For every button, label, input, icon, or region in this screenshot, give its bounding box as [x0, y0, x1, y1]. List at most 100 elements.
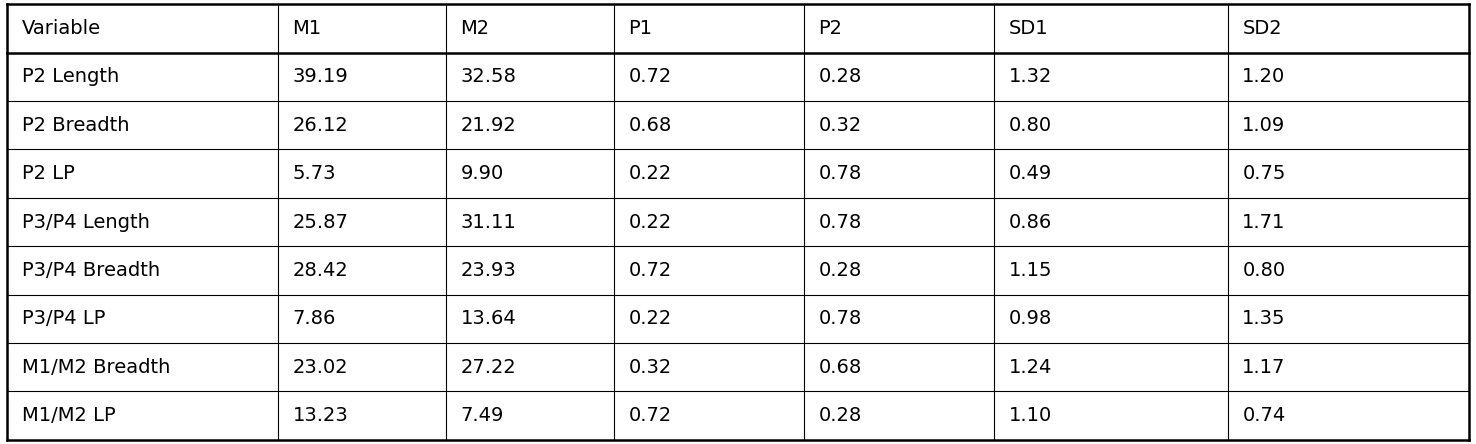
Bar — [446, 246, 614, 294]
Bar — [614, 246, 804, 294]
Text: 0.68: 0.68 — [629, 116, 672, 135]
Bar — [277, 150, 446, 198]
Text: 0.80: 0.80 — [1008, 116, 1051, 135]
Text: Variable: Variable — [22, 19, 102, 38]
Text: M2: M2 — [461, 19, 490, 38]
Text: 25.87: 25.87 — [292, 213, 348, 231]
Text: 13.64: 13.64 — [461, 309, 517, 328]
Text: 1.32: 1.32 — [1008, 67, 1052, 87]
Text: P2 Breadth: P2 Breadth — [22, 116, 130, 135]
Bar — [446, 53, 614, 101]
Bar — [277, 391, 446, 440]
Text: 23.02: 23.02 — [292, 357, 348, 377]
Bar — [804, 343, 993, 391]
Bar — [993, 391, 1228, 440]
Text: P2 Length: P2 Length — [22, 67, 120, 87]
Bar — [614, 198, 804, 246]
Text: 1.71: 1.71 — [1243, 213, 1286, 231]
Bar — [7, 246, 277, 294]
Text: 1.35: 1.35 — [1243, 309, 1286, 328]
Bar — [1228, 101, 1469, 150]
Bar — [614, 53, 804, 101]
Text: 9.90: 9.90 — [461, 164, 503, 183]
Bar — [804, 101, 993, 150]
Text: 0.98: 0.98 — [1008, 309, 1052, 328]
Text: 1.09: 1.09 — [1243, 116, 1286, 135]
Bar — [446, 343, 614, 391]
Text: 0.28: 0.28 — [819, 406, 862, 425]
Text: 1.10: 1.10 — [1008, 406, 1052, 425]
Bar — [277, 198, 446, 246]
Text: 21.92: 21.92 — [461, 116, 517, 135]
Bar — [277, 4, 446, 53]
Bar — [7, 4, 277, 53]
Text: 0.75: 0.75 — [1243, 164, 1286, 183]
Text: 1.15: 1.15 — [1008, 261, 1052, 280]
Bar — [7, 343, 277, 391]
Bar — [993, 150, 1228, 198]
Bar — [804, 391, 993, 440]
Bar — [804, 53, 993, 101]
Bar — [804, 150, 993, 198]
Text: 13.23: 13.23 — [292, 406, 348, 425]
Text: 0.78: 0.78 — [819, 309, 862, 328]
Text: P2 LP: P2 LP — [22, 164, 75, 183]
Bar — [993, 343, 1228, 391]
Bar — [1228, 391, 1469, 440]
Bar — [614, 101, 804, 150]
Bar — [7, 391, 277, 440]
Text: 0.28: 0.28 — [819, 261, 862, 280]
Text: 27.22: 27.22 — [461, 357, 517, 377]
Bar — [446, 198, 614, 246]
Bar — [804, 246, 993, 294]
Text: P3/P4 LP: P3/P4 LP — [22, 309, 105, 328]
Text: 1.24: 1.24 — [1008, 357, 1052, 377]
Text: 0.72: 0.72 — [629, 406, 672, 425]
Bar — [993, 198, 1228, 246]
Text: 32.58: 32.58 — [461, 67, 517, 87]
Bar — [277, 246, 446, 294]
Bar — [804, 4, 993, 53]
Bar — [804, 198, 993, 246]
Text: 0.22: 0.22 — [629, 164, 672, 183]
Text: 0.22: 0.22 — [629, 213, 672, 231]
Text: M1/M2 LP: M1/M2 LP — [22, 406, 115, 425]
Text: 0.32: 0.32 — [629, 357, 672, 377]
Text: SD2: SD2 — [1243, 19, 1281, 38]
Bar — [614, 391, 804, 440]
Bar — [1228, 294, 1469, 343]
Text: 0.78: 0.78 — [819, 164, 862, 183]
Bar — [614, 150, 804, 198]
Text: 0.86: 0.86 — [1008, 213, 1052, 231]
Bar — [614, 4, 804, 53]
Bar — [7, 101, 277, 150]
Text: P2: P2 — [819, 19, 843, 38]
Text: 1.20: 1.20 — [1243, 67, 1286, 87]
Bar — [7, 53, 277, 101]
Bar — [446, 101, 614, 150]
Bar — [993, 101, 1228, 150]
Bar — [614, 294, 804, 343]
Text: 0.49: 0.49 — [1008, 164, 1052, 183]
Text: 28.42: 28.42 — [292, 261, 348, 280]
Bar — [1228, 4, 1469, 53]
Text: 0.32: 0.32 — [819, 116, 862, 135]
Bar — [277, 53, 446, 101]
Text: 0.78: 0.78 — [819, 213, 862, 231]
Text: M1: M1 — [292, 19, 322, 38]
Text: 31.11: 31.11 — [461, 213, 517, 231]
Text: 0.72: 0.72 — [629, 67, 672, 87]
Bar — [1228, 343, 1469, 391]
Bar — [804, 294, 993, 343]
Text: 0.68: 0.68 — [819, 357, 862, 377]
Bar — [446, 4, 614, 53]
Bar — [614, 343, 804, 391]
Bar — [7, 150, 277, 198]
Text: 26.12: 26.12 — [292, 116, 348, 135]
Bar — [1228, 53, 1469, 101]
Bar — [993, 53, 1228, 101]
Bar — [7, 198, 277, 246]
Bar — [993, 294, 1228, 343]
Text: SD1: SD1 — [1008, 19, 1048, 38]
Bar — [1228, 246, 1469, 294]
